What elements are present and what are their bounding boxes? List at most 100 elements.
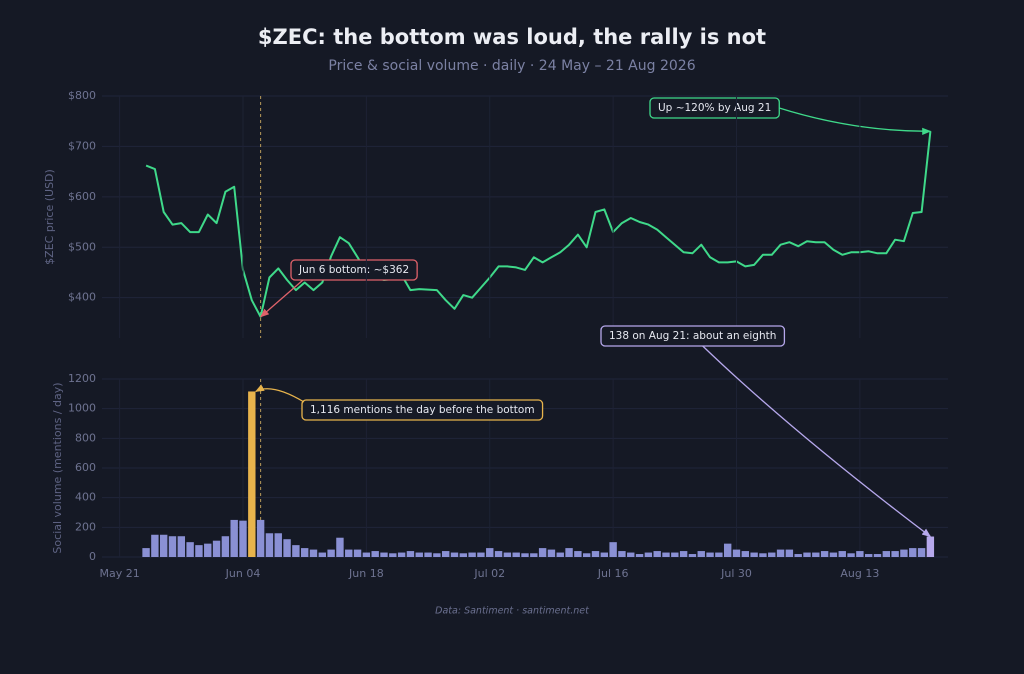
volume-bar (600, 552, 609, 557)
annotation: Up ~120% by Aug 21 (649, 97, 932, 135)
volume-bar (627, 552, 635, 557)
y-tick-label: $400 (68, 291, 96, 304)
volume-bar (706, 552, 714, 557)
volume-bar (803, 552, 811, 557)
volume-bar (635, 554, 644, 557)
volume-bar (168, 536, 177, 557)
annotation-arrow (254, 384, 305, 403)
volume-bar (494, 551, 503, 557)
annotation-arrow (779, 107, 932, 135)
x-tick-label: Jun 18 (348, 567, 384, 580)
volume-bar (256, 519, 265, 557)
chart-title: $ZEC: the bottom was loud, the rally is … (258, 25, 766, 49)
y-tick-label: 0 (89, 550, 96, 563)
volume-bar (565, 548, 573, 557)
x-tick-label: May 21 (100, 567, 140, 580)
volume-bar (459, 553, 468, 557)
volume-bar (424, 552, 432, 557)
volume-bar (397, 552, 406, 557)
volume-bar (477, 552, 485, 557)
volume-bar (530, 553, 538, 557)
volume-bar (336, 537, 344, 557)
volume-bar (371, 551, 379, 557)
volume-bar (697, 551, 705, 557)
volume-bar (917, 548, 926, 557)
annotation-box (600, 325, 786, 347)
source-note: Data: Santiment · santiment.net (435, 606, 590, 617)
volume-bar (415, 552, 423, 557)
volume-bar (574, 551, 582, 557)
volume-bar (653, 551, 661, 557)
x-tick-label: Jun 04 (225, 567, 261, 580)
y-tick-label: $600 (68, 190, 96, 203)
volume-bar (873, 554, 882, 557)
volume-bar (741, 551, 750, 557)
volume-bar (891, 551, 899, 557)
y-tick-label: 1200 (68, 372, 96, 385)
y-tick-label: 800 (75, 431, 96, 444)
volume-bar (212, 540, 221, 557)
volume-bar (503, 552, 512, 557)
annotation-arrow (702, 345, 932, 538)
volume-bar (829, 552, 838, 557)
x-tick-label: Jul 02 (473, 567, 505, 580)
volume-bar (221, 536, 230, 557)
y-tick-label: 400 (75, 491, 96, 504)
volume-bar (300, 548, 309, 557)
volume-bar (230, 519, 238, 557)
volume-bar (679, 551, 688, 557)
volume-bar (547, 549, 556, 557)
x-tick-label: Aug 13 (840, 567, 879, 580)
volume-bar (864, 554, 873, 557)
annotation-text: 138 on Aug 21: about an eighth (609, 330, 776, 342)
chart-subtitle: Price & social volume · daily · 24 May –… (328, 58, 695, 74)
volume-bar (662, 552, 670, 557)
volume-bar (380, 552, 388, 557)
volume-bar (785, 549, 794, 557)
volume-bar (486, 548, 494, 557)
volume-bar (195, 545, 203, 557)
volume-bar (556, 552, 564, 557)
volume-bar (159, 534, 168, 557)
annotation-text: Up ~120% by Aug 21 (658, 102, 771, 114)
volume-bar (820, 551, 829, 557)
volume-bar (538, 548, 547, 557)
volume-bar (327, 549, 335, 557)
volume-bar (723, 543, 732, 557)
volume-bar (688, 554, 697, 557)
price-line (145, 131, 932, 318)
volume-bar (441, 551, 450, 557)
volume-bar (512, 552, 520, 557)
volume-bar (759, 553, 767, 557)
volume-bar (909, 548, 917, 557)
annotation: Jun 6 bottom: ~$362 (259, 259, 418, 318)
volume-bar (309, 549, 318, 557)
volume-bar (776, 549, 785, 557)
y-tick-label: $500 (68, 240, 96, 253)
volume-bar (847, 553, 855, 557)
x-tick-label: Jul 30 (720, 567, 752, 580)
volume-bar (345, 549, 353, 557)
volume-bar (318, 552, 327, 557)
annotation-box (290, 259, 418, 281)
volume-bar (274, 533, 282, 557)
volume-bar (794, 554, 802, 557)
volume-bar (433, 553, 441, 557)
volume-bar (856, 551, 864, 557)
annotation: 138 on Aug 21: about an eighth (600, 325, 932, 538)
volume-bar (900, 549, 908, 557)
volume-bar (882, 551, 891, 557)
volume-bar (265, 533, 274, 557)
volume-bar (204, 543, 212, 557)
volume-bar (389, 553, 397, 557)
volume-bar (750, 552, 758, 557)
volume-bar (353, 549, 362, 557)
volume-bar (768, 552, 776, 557)
volume-bar (838, 551, 846, 557)
volume-bar (151, 534, 159, 557)
volume-bar (715, 552, 723, 557)
volume-bar (177, 536, 186, 557)
